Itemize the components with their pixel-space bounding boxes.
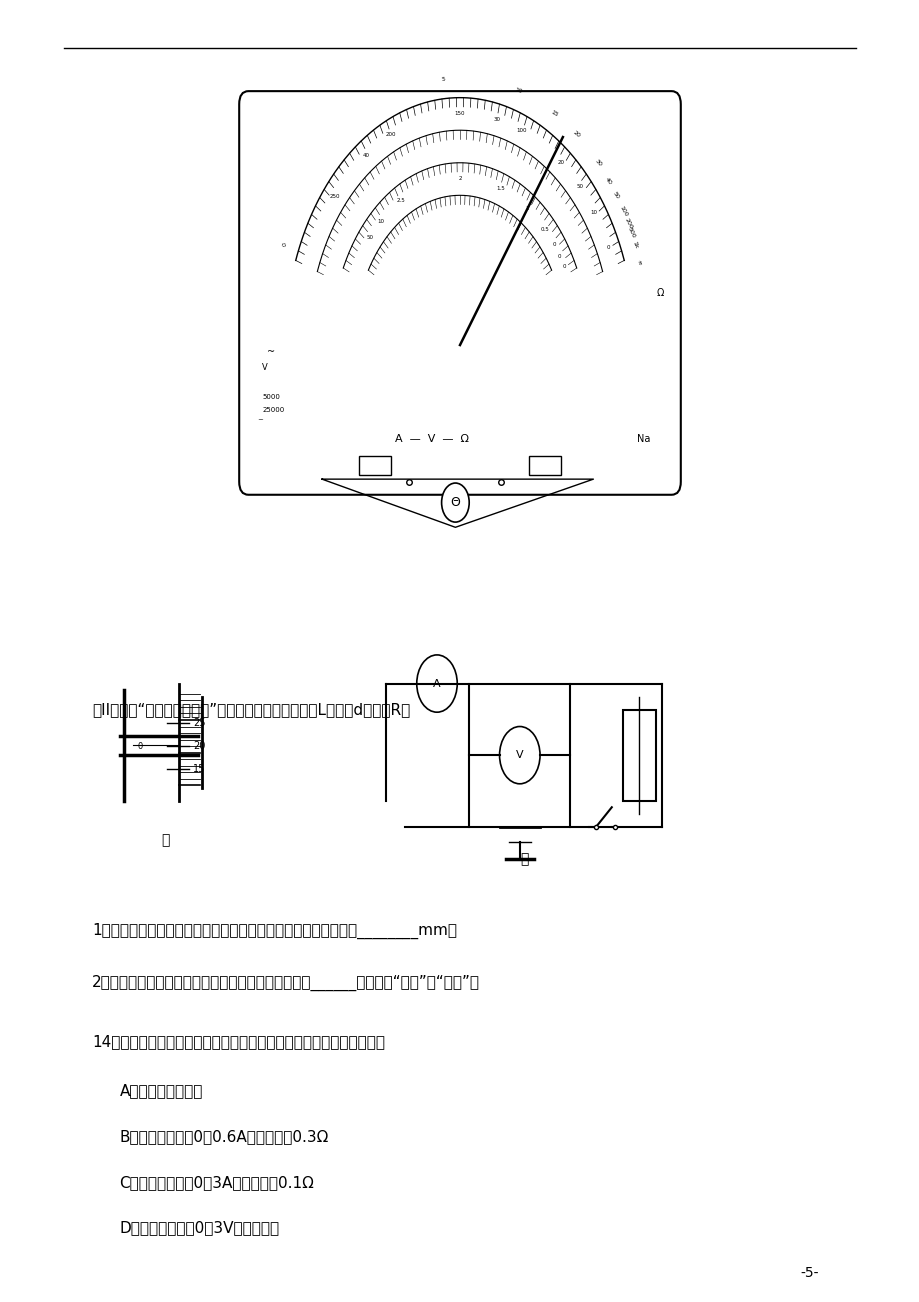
Text: 0: 0 bbox=[562, 264, 565, 270]
Text: 10: 10 bbox=[514, 87, 522, 95]
Text: Na: Na bbox=[637, 434, 650, 444]
Text: 1.5: 1.5 bbox=[495, 186, 505, 191]
Bar bbox=[622, 710, 655, 801]
Text: 10: 10 bbox=[378, 219, 384, 224]
Text: 40: 40 bbox=[362, 152, 369, 158]
Text: 14．某同学用伏安法测一节干电池的电动势和内阻，现备有下列器材：: 14．某同学用伏安法测一节干电池的电动势和内阻，现备有下列器材： bbox=[92, 1034, 384, 1049]
Text: C．电流表：量程0～3A，内阻约为0.1Ω: C．电流表：量程0～3A，内阻约为0.1Ω bbox=[119, 1174, 314, 1190]
Text: A  —  V  —  Ω: A — V — Ω bbox=[395, 434, 469, 444]
Text: V: V bbox=[262, 363, 267, 371]
Text: 甲: 甲 bbox=[161, 833, 170, 846]
Text: B．电流表：量程0～0.6A，内阻约为0.3Ω: B．电流表：量程0～0.6A，内阻约为0.3Ω bbox=[119, 1129, 329, 1144]
Bar bbox=[528, 456, 561, 475]
Text: 0: 0 bbox=[282, 242, 288, 247]
Text: 200: 200 bbox=[385, 133, 395, 138]
Text: 20: 20 bbox=[557, 160, 563, 165]
Text: 15: 15 bbox=[549, 109, 559, 118]
Text: D．电压表：量程0～3V，内阻未知: D．电压表：量程0～3V，内阻未知 bbox=[119, 1220, 279, 1236]
Text: 10: 10 bbox=[590, 210, 597, 215]
Text: 2.5: 2.5 bbox=[396, 198, 405, 203]
Text: 50: 50 bbox=[611, 191, 620, 201]
Text: Θ: Θ bbox=[450, 496, 460, 509]
Text: 5: 5 bbox=[441, 77, 445, 82]
FancyBboxPatch shape bbox=[239, 91, 680, 495]
Text: 0.5: 0.5 bbox=[539, 227, 549, 232]
Text: V: V bbox=[516, 750, 523, 760]
Text: 5000: 5000 bbox=[262, 395, 279, 400]
Bar bbox=[358, 456, 391, 475]
Text: 15: 15 bbox=[193, 764, 205, 775]
Text: 200: 200 bbox=[622, 217, 632, 230]
Text: 0: 0 bbox=[558, 254, 561, 259]
Text: 1）用螺旋测微器测金属丝直径时读数如图甲，则金属丝的直径为________mm。: 1）用螺旋测微器测金属丝直径时读数如图甲，则金属丝的直径为________mm。 bbox=[92, 923, 457, 939]
Text: ~: ~ bbox=[257, 418, 263, 423]
Text: 0: 0 bbox=[137, 742, 142, 750]
Text: 50: 50 bbox=[366, 236, 373, 241]
Text: 50: 50 bbox=[575, 185, 583, 190]
Text: 30: 30 bbox=[593, 159, 602, 168]
Text: 25000: 25000 bbox=[262, 408, 284, 413]
Text: 1k: 1k bbox=[630, 241, 638, 250]
Text: -5-: -5- bbox=[800, 1267, 818, 1280]
Text: 25: 25 bbox=[193, 717, 206, 728]
Text: 100: 100 bbox=[516, 128, 526, 133]
Text: ~: ~ bbox=[267, 346, 275, 357]
Circle shape bbox=[499, 727, 539, 784]
Text: 500: 500 bbox=[626, 227, 635, 238]
Text: A: A bbox=[433, 678, 440, 689]
Text: 30: 30 bbox=[493, 117, 500, 121]
Circle shape bbox=[416, 655, 457, 712]
Text: （II）．在“测定金属电阻率”的实验中需要测出其长度L，直径d和电阻R。: （II）．在“测定金属电阻率”的实验中需要测出其长度L，直径d和电阻R。 bbox=[92, 702, 410, 717]
Text: 40: 40 bbox=[604, 176, 612, 185]
Text: 0: 0 bbox=[551, 242, 555, 247]
Text: 1: 1 bbox=[526, 206, 528, 211]
Text: 2）若用乙图测金属丝的电阻，则测量结果将比真实值______。（选填“偏大”或“偏小”）: 2）若用乙图测金属丝的电阻，则测量结果将比真实值______。（选填“偏大”或“… bbox=[92, 975, 480, 991]
Text: 20: 20 bbox=[571, 130, 580, 139]
Circle shape bbox=[441, 483, 469, 522]
Text: Ω: Ω bbox=[656, 288, 664, 298]
Text: 2: 2 bbox=[458, 176, 461, 181]
Text: 150: 150 bbox=[454, 111, 465, 116]
Text: 250: 250 bbox=[329, 194, 339, 199]
Text: 100: 100 bbox=[618, 206, 628, 217]
Text: 乙: 乙 bbox=[519, 853, 528, 866]
Text: ∞: ∞ bbox=[636, 259, 641, 266]
Text: A．被测干电池一节: A．被测干电池一节 bbox=[119, 1083, 203, 1099]
Text: 0: 0 bbox=[606, 245, 609, 250]
Text: 20: 20 bbox=[193, 741, 205, 751]
